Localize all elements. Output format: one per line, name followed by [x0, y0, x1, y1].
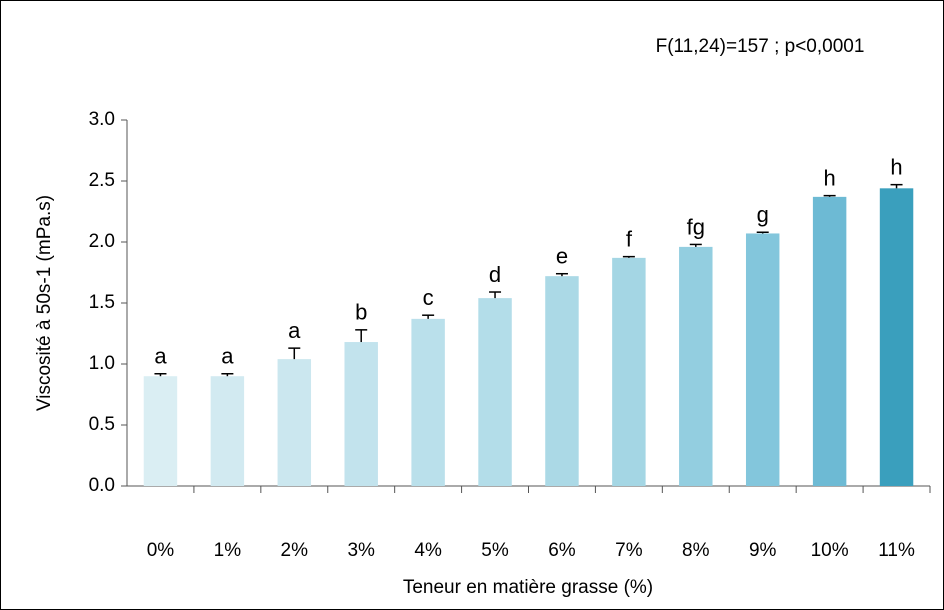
- y-tick-label: 2.0: [89, 231, 115, 252]
- significance-letter: a: [288, 318, 301, 343]
- x-tick-label: 0%: [147, 540, 175, 561]
- significance-letter: e: [556, 244, 568, 269]
- x-tick-label: 3%: [347, 540, 375, 561]
- x-tick-label: 1%: [214, 540, 242, 561]
- bar: [812, 196, 847, 487]
- significance-letter: a: [221, 344, 234, 369]
- bar: [210, 376, 245, 486]
- significance-letter: h: [890, 154, 902, 179]
- x-tick-label: 8%: [682, 540, 710, 561]
- bar: [411, 318, 445, 486]
- significance-letter: f: [626, 226, 633, 251]
- y-tick-label: 3.0: [89, 109, 115, 130]
- significance-letter: g: [757, 202, 769, 227]
- bar: [879, 188, 914, 486]
- y-tick-label: 1.0: [89, 353, 115, 374]
- bar: [612, 257, 646, 486]
- y-tick-label: 1.5: [89, 292, 115, 313]
- significance-letter: c: [423, 285, 434, 310]
- bar: [679, 246, 713, 486]
- significance-letter: h: [824, 165, 836, 190]
- significance-letter: b: [355, 300, 367, 325]
- y-tick-label: 0.0: [89, 475, 115, 496]
- annotation: F(11,24)=157 ; p<0,0001: [656, 36, 865, 57]
- x-tick-label: 5%: [481, 540, 509, 561]
- bar: [277, 359, 312, 486]
- y-axis-label: Viscosité à 50s-1 (mPa.s): [34, 195, 55, 411]
- x-tick-label: 2%: [281, 540, 309, 561]
- x-tick-label: 10%: [811, 540, 849, 561]
- x-tick-label: 11%: [878, 540, 915, 561]
- x-tick-label: 9%: [749, 540, 777, 561]
- bar: [143, 376, 178, 486]
- x-axis-label: Teneur en matière grasse (%): [403, 577, 653, 598]
- x-tick-label: 7%: [615, 540, 643, 561]
- y-tick-label: 0.5: [89, 414, 115, 435]
- x-tick-label: 6%: [548, 540, 576, 561]
- x-tick-label: 4%: [414, 540, 442, 561]
- significance-letter: fg: [687, 214, 705, 239]
- bar: [745, 233, 780, 486]
- bar: [478, 298, 512, 486]
- y-tick-label: 2.5: [89, 170, 115, 191]
- bar: [545, 276, 579, 486]
- bar: [344, 342, 378, 486]
- significance-letter: a: [154, 344, 167, 369]
- significance-letter: d: [489, 262, 501, 287]
